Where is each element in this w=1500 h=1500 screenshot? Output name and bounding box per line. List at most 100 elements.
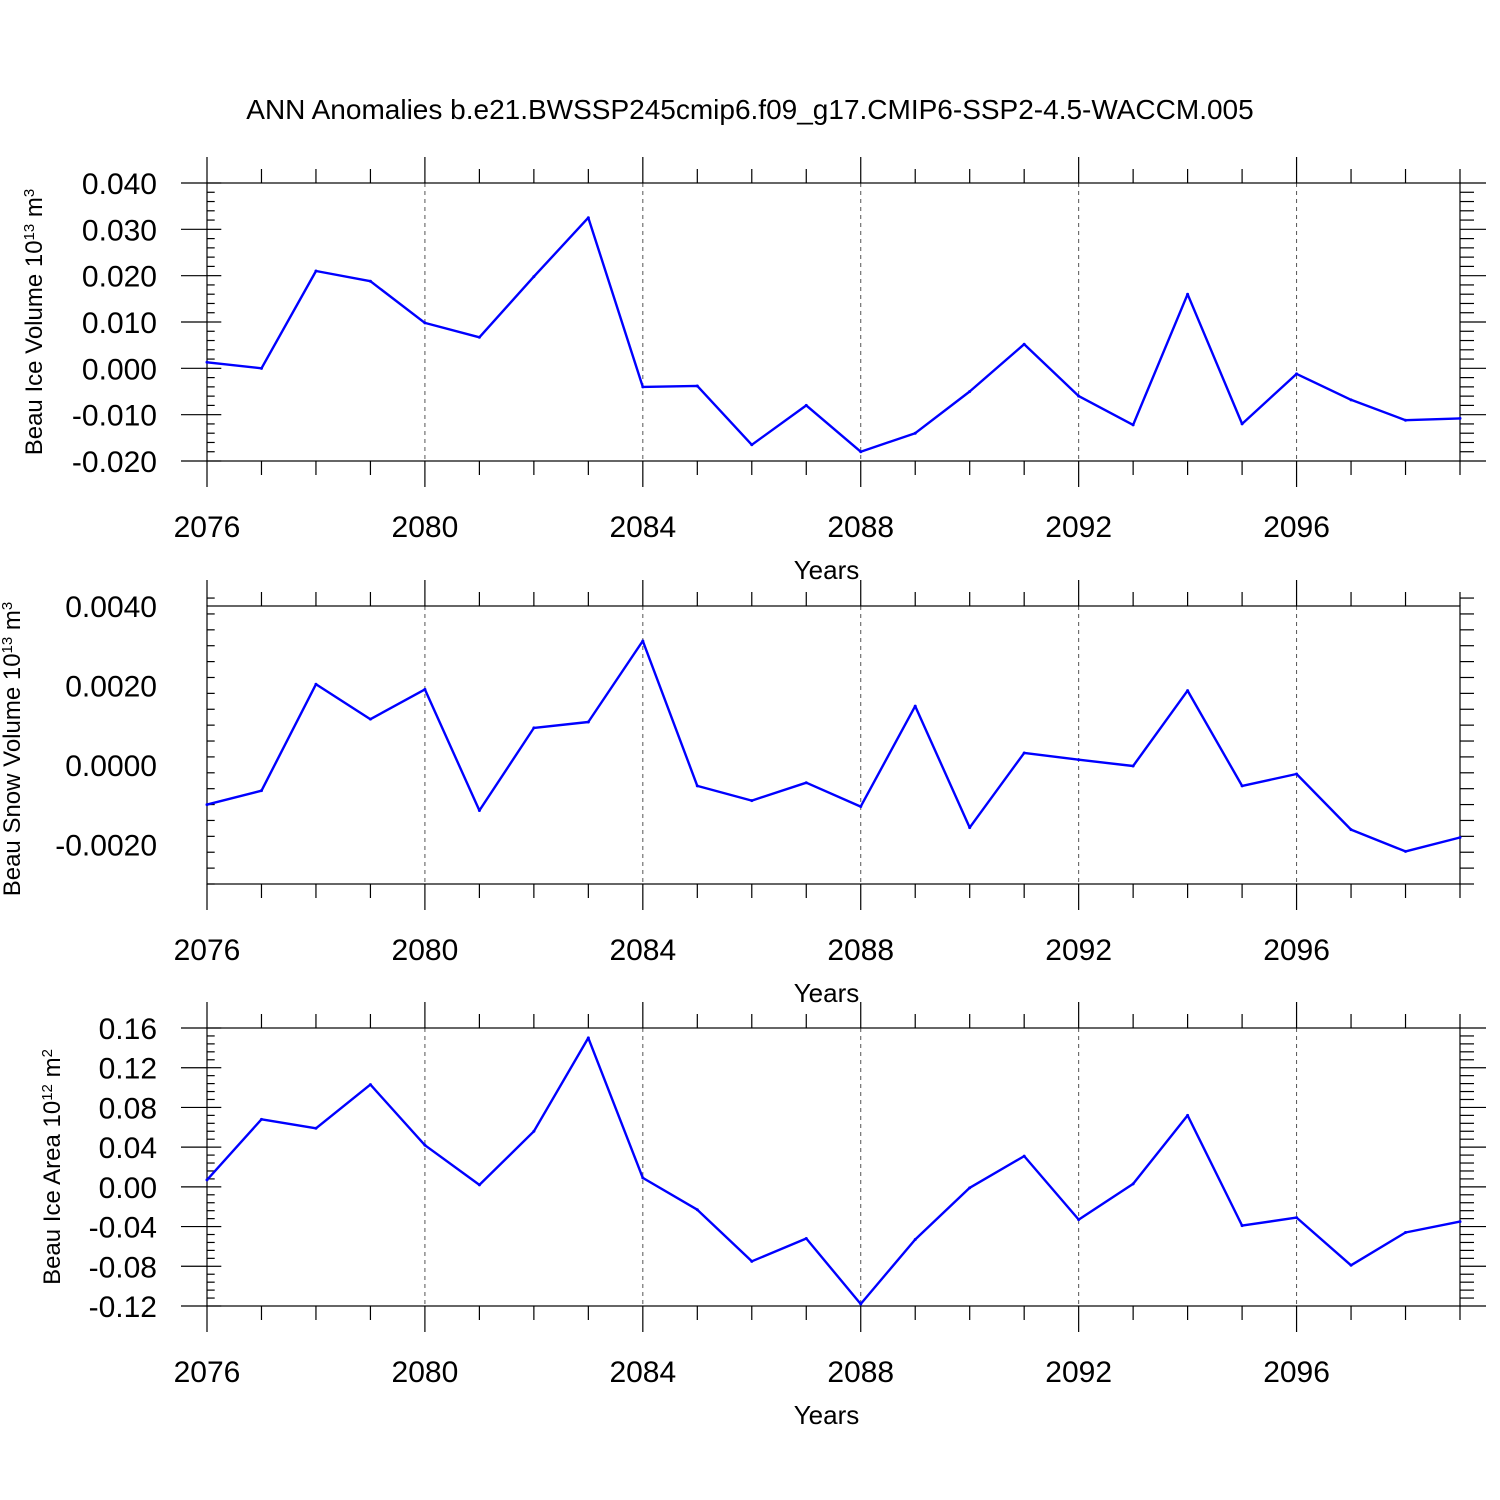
data-point [1186, 1113, 1190, 1117]
data-point [1458, 416, 1462, 420]
data-point [1404, 849, 1408, 853]
data-point [1022, 1154, 1026, 1158]
data-point [1077, 394, 1081, 398]
y-axis-label-part: Beau Ice Area 10 [39, 1101, 66, 1285]
data-point [641, 385, 645, 389]
data-point [1186, 689, 1190, 693]
y-tick-label: 0.020 [82, 261, 157, 294]
data-point [913, 704, 917, 708]
chart-title: ANN Anomalies b.e21.BWSSP245cmip6.f09_g1… [246, 94, 1253, 125]
y-axis-label: Beau Snow Volume 1013 m3 [0, 602, 26, 897]
data-point [804, 403, 808, 407]
data-point [532, 726, 536, 730]
x-tick-label: 2076 [174, 934, 241, 967]
y-axis-label-part: 13 [21, 224, 38, 241]
x-tick-label: 2080 [392, 1356, 459, 1389]
data-point [259, 1117, 263, 1121]
plot-frame [206, 182, 1461, 462]
x-tick-label: 2096 [1263, 511, 1330, 544]
x-tick-label: 2084 [609, 934, 676, 967]
data-point [859, 805, 863, 809]
data-point [586, 720, 590, 724]
y-axis-label-part: 12 [39, 1084, 56, 1101]
data-point [1240, 422, 1244, 426]
x-tick-label: 2088 [827, 511, 894, 544]
x-tick-label: 2084 [609, 511, 676, 544]
y-tick-label: 0.00 [99, 1172, 157, 1205]
data-point [532, 1129, 536, 1133]
x-axis-label: Years [794, 978, 860, 1008]
x-tick-label: 2096 [1263, 934, 1330, 967]
data-point [477, 1183, 481, 1187]
data-point [1404, 418, 1408, 422]
x-axis-label: Years [794, 555, 860, 585]
data-point [368, 1083, 372, 1087]
y-tick-label: 0.16 [99, 1013, 157, 1046]
y-tick-label: 0.040 [82, 168, 157, 201]
data-point [205, 360, 209, 364]
x-tick-label: 2084 [609, 1356, 676, 1389]
y-tick-label: -0.08 [89, 1251, 157, 1284]
y-axis-label: Beau Ice Volume 1013 m3 [21, 189, 49, 456]
data-point [1458, 1220, 1462, 1224]
y-tick-label: 0.12 [99, 1053, 157, 1086]
y-axis-label-part: Beau Snow Volume 10 [0, 653, 26, 896]
data-point [968, 1186, 972, 1190]
panel-2: -0.0020 0.0000 0.0020 0.0040 2076 2080 2084 208… [0, 580, 1474, 1008]
data-point [968, 390, 972, 393]
data-point [859, 450, 863, 454]
y-tick-label: -0.010 [72, 400, 157, 433]
y-tick-label: 0.030 [82, 214, 157, 247]
data-point [423, 687, 427, 691]
data-point [532, 275, 536, 279]
y-tick-label: 0.0020 [65, 670, 157, 703]
data-point [641, 1176, 645, 1180]
y-axis-label-part: m [39, 1057, 66, 1084]
data-point [586, 1036, 590, 1040]
y-tick-label: 0.08 [99, 1092, 157, 1125]
y-tick-label: 0.000 [82, 353, 157, 386]
data-point [1349, 1263, 1353, 1267]
x-tick-label: 2076 [174, 1356, 241, 1389]
y-axis-label: Beau Ice Area 1012 m2 [39, 1049, 67, 1285]
series-line [206, 639, 1461, 853]
y-axis-label-part: m [21, 197, 48, 224]
data-point [1458, 836, 1462, 840]
y-axis-label-part: 2 [39, 1049, 56, 1057]
data-point [1077, 1218, 1081, 1222]
data-point [477, 335, 481, 339]
y-axis-label-part: m [0, 610, 26, 637]
x-tick-label: 2080 [392, 511, 459, 544]
x-tick-label: 2092 [1045, 1356, 1112, 1389]
data-point [968, 826, 972, 830]
data-point [259, 366, 263, 370]
x-tick-label: 2088 [827, 934, 894, 967]
data-point [804, 1236, 808, 1240]
data-point [913, 1237, 917, 1241]
y-tick-label: -0.04 [89, 1212, 157, 1245]
data-point [259, 789, 263, 793]
data-point [368, 717, 372, 721]
data-point [1349, 398, 1353, 402]
data-point [1240, 1224, 1244, 1228]
data-point [1295, 1216, 1299, 1220]
plot-frame [206, 1027, 1461, 1307]
y-tick-label: -0.0020 [55, 829, 157, 862]
data-point [1404, 1231, 1408, 1235]
y-tick-label: 0.0040 [65, 591, 157, 624]
x-tick-label: 2092 [1045, 934, 1112, 967]
y-axis-label-part: 13 [0, 637, 16, 654]
data-point [1295, 372, 1299, 376]
data-point [804, 781, 808, 785]
data-point [205, 1178, 209, 1182]
y-tick-label: 0.0000 [65, 750, 157, 783]
data-point [859, 1302, 863, 1306]
data-point [641, 639, 645, 643]
data-point [1349, 828, 1353, 832]
data-point [314, 269, 318, 273]
data-point [1131, 1182, 1135, 1186]
x-tick-label: 2076 [174, 511, 241, 544]
data-point [1022, 751, 1026, 755]
y-tick-label: -0.020 [72, 446, 157, 479]
